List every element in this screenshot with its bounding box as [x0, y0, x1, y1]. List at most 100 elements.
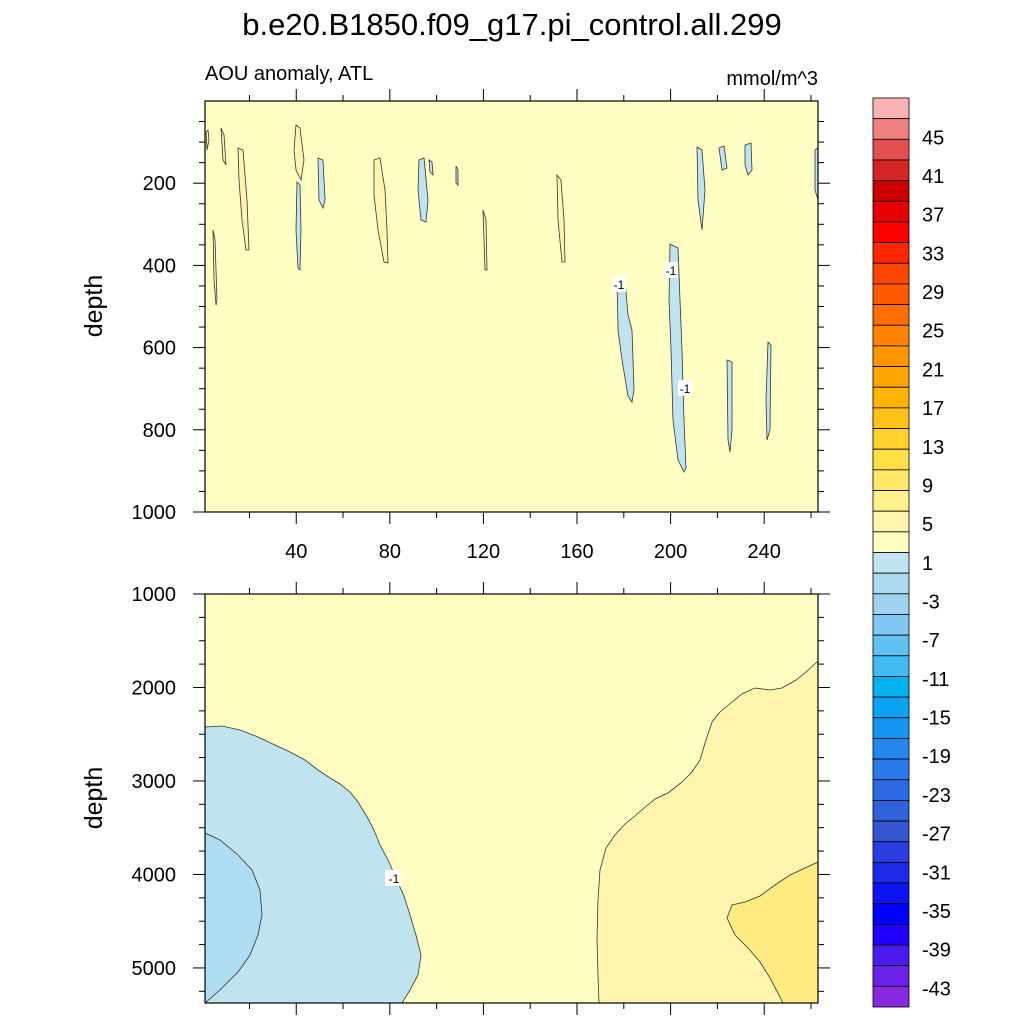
colorbar-box: [872, 97, 910, 120]
colorbar-box: [872, 221, 910, 244]
colorbar-box: [872, 345, 910, 367]
positive-region: [212, 229, 218, 306]
colorbar-label: -19: [922, 746, 951, 768]
upper-contour-labels: -1 -1 -1: [612, 262, 692, 396]
variable-subtitle: AOU anomaly, ATL: [205, 63, 373, 85]
negative-region: [317, 157, 326, 210]
colorbar-label: 9: [922, 475, 933, 497]
chart-title: b.e20.B1850.f09_g17.pi_control.all.299: [242, 7, 782, 42]
colorbar-box: [872, 200, 910, 223]
colorbar-box: [872, 800, 910, 822]
colorbar-label: 21: [922, 359, 944, 381]
contour-label: -1: [614, 278, 625, 292]
y-tick-label: 5000: [132, 958, 177, 980]
colorbar-box: [872, 882, 910, 905]
x-tick-label: 120: [467, 541, 500, 563]
y-tick-label: 2000: [132, 677, 177, 699]
y-tick-label: 4000: [132, 864, 177, 886]
colorbar-label: 29: [922, 282, 944, 304]
negative-region: [455, 165, 459, 186]
lower-contour-labels: -1: [385, 870, 401, 886]
contour-label-box: [612, 276, 626, 292]
contour-label-box: [678, 380, 692, 396]
colorbar-label: 33: [922, 243, 944, 265]
x-tick-label: 40: [285, 541, 307, 563]
negative-region: [765, 341, 772, 441]
y-tick-label: 600: [143, 338, 176, 360]
colorbar-box: [872, 531, 910, 553]
colorbar-box: [872, 490, 910, 512]
x-tick-label: 240: [747, 541, 780, 563]
units-subtitle: mmol/m^3: [726, 68, 818, 90]
negative-region: [417, 157, 429, 223]
colorbar-box: [872, 324, 910, 347]
colorbar-box: [872, 820, 910, 843]
y-tick-label: 200: [143, 173, 176, 195]
colorbar-box: [872, 283, 910, 305]
positive-region: [205, 129, 210, 151]
colorbar-box: [872, 655, 910, 677]
y-tick-label: 400: [143, 255, 176, 277]
colorbar-label: 37: [922, 205, 944, 227]
colorbar-box: [872, 118, 910, 140]
colorbar-box: [872, 614, 910, 636]
negative-region: [428, 159, 434, 177]
colorbar-label: 25: [922, 321, 944, 343]
colorbar-label: 17: [922, 398, 944, 420]
colorbar-box: [872, 386, 910, 409]
colorbar-box: [872, 696, 910, 719]
positive-region: [237, 147, 250, 251]
lower-contour-regions: [205, 660, 818, 1003]
colorbar-label: -7: [922, 630, 940, 652]
colorbar-box: [872, 407, 910, 429]
upper-axis-ticks: [193, 89, 830, 524]
colorbar-box: [872, 779, 910, 801]
colorbar-box: [872, 572, 910, 595]
y-tick-label: 1000: [132, 584, 177, 606]
contour-label: -1: [389, 872, 400, 886]
colorbar-label: -27: [922, 824, 951, 846]
lower-plot-frame: [204, 593, 819, 1004]
colorbar-box: [872, 180, 910, 202]
colorbar-label: -39: [922, 940, 951, 962]
colorbar-box: [872, 985, 910, 1008]
colorbar-label: 41: [922, 166, 944, 188]
negative-region: [295, 181, 302, 271]
colorbar-label: -23: [922, 785, 951, 807]
negative-region: [205, 725, 422, 1003]
colorbar-box: [872, 903, 910, 925]
negative-region: [726, 359, 733, 453]
negative-region: [616, 276, 635, 404]
x-tick-labels: 40 80 120 160 200 240: [285, 541, 781, 563]
colorbar-label: -3: [922, 592, 940, 614]
positive-region: [373, 157, 389, 264]
colorbar-box: [872, 262, 910, 285]
upper-y-axis-label: depth: [80, 275, 108, 338]
x-tick-label: 200: [654, 541, 687, 563]
lower-panel: -1 1000 2000 3000 4000 5000 depth: [80, 582, 830, 1015]
colorbar-box: [872, 965, 910, 987]
negative-region: [668, 243, 687, 473]
colorbar-label: 1: [922, 553, 933, 575]
colorbar-box: [872, 841, 910, 863]
colorbar-box: [872, 366, 910, 388]
colorbar-box: [872, 448, 910, 471]
lower-axis-ticks: [193, 582, 830, 1015]
y-tick-label: 3000: [132, 771, 177, 793]
positive-region: [726, 861, 818, 1003]
colorbar-box: [872, 738, 910, 760]
positive-region: [220, 127, 227, 166]
contour-label-box: [664, 262, 678, 278]
colorbar-box: [872, 428, 910, 450]
colorbar-box: [872, 717, 910, 739]
colorbar-box: [872, 944, 910, 967]
colorbar-box: [872, 552, 910, 574]
negative-region: [696, 146, 706, 231]
colorbar-box: [872, 676, 910, 698]
upper-y-tick-labels: 200 400 600 800 1000: [132, 173, 177, 524]
y-tick-label: 800: [143, 420, 176, 442]
colorbar-label: -15: [922, 708, 951, 730]
colorbar-boxes: [872, 97, 910, 1008]
